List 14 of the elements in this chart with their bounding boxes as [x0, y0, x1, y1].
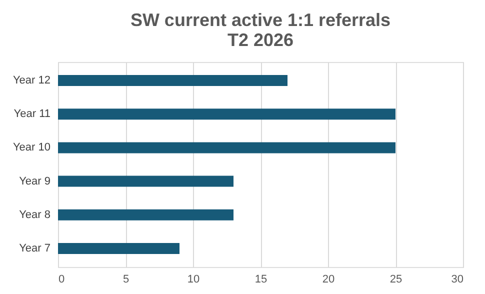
y-tick-label: Year 7 [19, 242, 50, 255]
y-tick-label: Year 12 [12, 74, 50, 86]
y-tick-label: Year 8 [19, 208, 50, 221]
y-tick-label: Year 10 [12, 142, 50, 154]
x-tick-label: 15 [254, 274, 268, 286]
x-tick-label: 0 [58, 274, 65, 286]
y-tick-label: Year 9 [19, 175, 50, 188]
y-tick-label: Year 11 [14, 108, 50, 120]
x-tick-label: 25 [390, 274, 402, 286]
x-tick-label: 5 [122, 274, 130, 286]
x-tick-label: 10 [187, 274, 200, 286]
x-tick-label: 30 [451, 274, 464, 286]
x-tick-label: 20 [322, 274, 335, 286]
chart-title: SW current active 1:1 referrals T2 2026 [130, 10, 391, 50]
